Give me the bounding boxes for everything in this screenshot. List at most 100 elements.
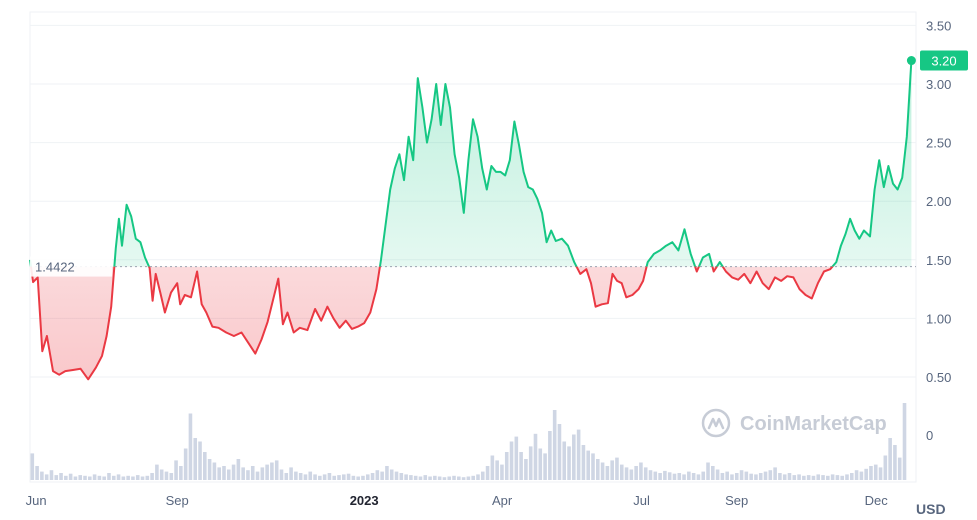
volume-bar	[236, 459, 241, 480]
volume-bar	[351, 475, 356, 480]
volume-bar	[437, 476, 442, 480]
volume-bar	[284, 473, 289, 480]
volume-bar	[802, 475, 806, 480]
volume-bar	[763, 471, 768, 480]
volume-bar	[159, 469, 164, 480]
watermark: CoinMarketCap	[701, 408, 887, 438]
volume-bar	[643, 467, 648, 480]
volume-bar	[629, 469, 634, 480]
volume-bar	[495, 460, 499, 480]
volume-bar	[528, 446, 533, 480]
coinmarketcap-logo-icon	[701, 408, 731, 438]
volume-bar	[294, 471, 298, 480]
volume-bar	[806, 475, 811, 480]
volume-bar	[140, 476, 145, 480]
volume-bar	[313, 474, 317, 480]
watermark-text: CoinMarketCap	[740, 413, 887, 435]
volume-bar	[226, 469, 231, 480]
x-tick-label: Dec	[865, 493, 889, 508]
volume-bar	[88, 476, 92, 480]
volume-bar	[385, 466, 389, 480]
volume-bar	[188, 413, 193, 480]
volume-bar	[600, 462, 605, 480]
volume-bar	[893, 445, 897, 480]
volume-bar	[308, 471, 313, 480]
volume-bar	[821, 475, 825, 480]
volume-bar	[466, 476, 471, 480]
baseline-value: 1.4422	[35, 260, 75, 275]
x-tick-label: Jul	[633, 493, 650, 508]
volume-bar	[433, 475, 437, 480]
baseline-label: 1.4422	[30, 256, 112, 277]
volume-bar	[902, 403, 907, 480]
volume-bar	[869, 466, 873, 480]
volume-bar	[682, 474, 686, 480]
volume-bar	[174, 460, 178, 480]
last-price-value: 3.20	[931, 54, 956, 69]
volume-bar	[179, 466, 183, 480]
volume-bar	[576, 429, 581, 480]
volume-bar	[768, 470, 773, 480]
volume-bar	[504, 452, 509, 480]
volume-bar	[706, 462, 710, 480]
volume-bar	[183, 448, 188, 480]
volume-bar	[135, 475, 140, 480]
volume-bar	[792, 475, 797, 480]
volume-bar	[68, 473, 73, 480]
volume-bar	[663, 470, 667, 480]
volume-bars	[30, 403, 907, 480]
volume-bar	[557, 424, 562, 480]
volume-bar	[849, 473, 854, 480]
volume-bar	[480, 471, 485, 480]
x-tick-label: 2023	[350, 493, 379, 508]
volume-bar	[826, 475, 830, 480]
volume-bar	[476, 474, 480, 480]
price-line-up	[29, 60, 913, 267]
volume-bar	[375, 470, 380, 480]
plot-frame	[29, 11, 917, 483]
volume-bar	[49, 470, 54, 480]
volume-bar	[303, 474, 308, 480]
volume-bar	[78, 475, 83, 480]
volume-bar	[778, 473, 782, 480]
x-tick-label: Sep	[166, 493, 189, 508]
volume-bar	[164, 471, 169, 480]
currency-label: USD	[916, 501, 946, 517]
volume-bar	[35, 466, 39, 480]
volume-bar	[337, 475, 341, 480]
volume-bar	[380, 471, 384, 480]
volume-bar	[461, 477, 466, 480]
volume-bar	[734, 473, 739, 480]
volume-bar	[361, 475, 365, 480]
volume-bar	[399, 473, 404, 480]
x-tick-label: Apr	[492, 493, 513, 508]
volume-bar	[873, 464, 878, 480]
gridlines	[30, 24, 916, 378]
y-tick-label: 3.50	[926, 18, 951, 33]
x-axis: Jun Sep 2023 Apr Jul Sep Dec	[26, 493, 889, 508]
x-tick-label: Sep	[725, 493, 748, 508]
volume-bar	[519, 452, 523, 480]
volume-bar	[730, 474, 734, 480]
volume-bar	[327, 473, 332, 480]
x-tick-label: Jun	[26, 493, 47, 508]
volume-bar	[787, 473, 792, 480]
volume-bar	[552, 410, 557, 480]
volume-bar	[610, 460, 614, 480]
volume-bar	[54, 475, 59, 480]
volume-bar	[586, 450, 591, 480]
volume-bar	[840, 475, 844, 480]
volume-bar	[73, 476, 78, 480]
price-area	[30, 60, 912, 380]
volume-bar	[279, 469, 284, 480]
volume-bar	[754, 474, 758, 480]
volume-bar	[457, 476, 461, 480]
volume-bar	[97, 475, 102, 480]
volume-bar	[116, 474, 121, 480]
volume-bar	[111, 475, 116, 480]
volume-bar	[548, 431, 552, 480]
volume-bar	[845, 474, 849, 480]
volume-bar	[246, 470, 250, 480]
volume-bar	[711, 466, 715, 480]
